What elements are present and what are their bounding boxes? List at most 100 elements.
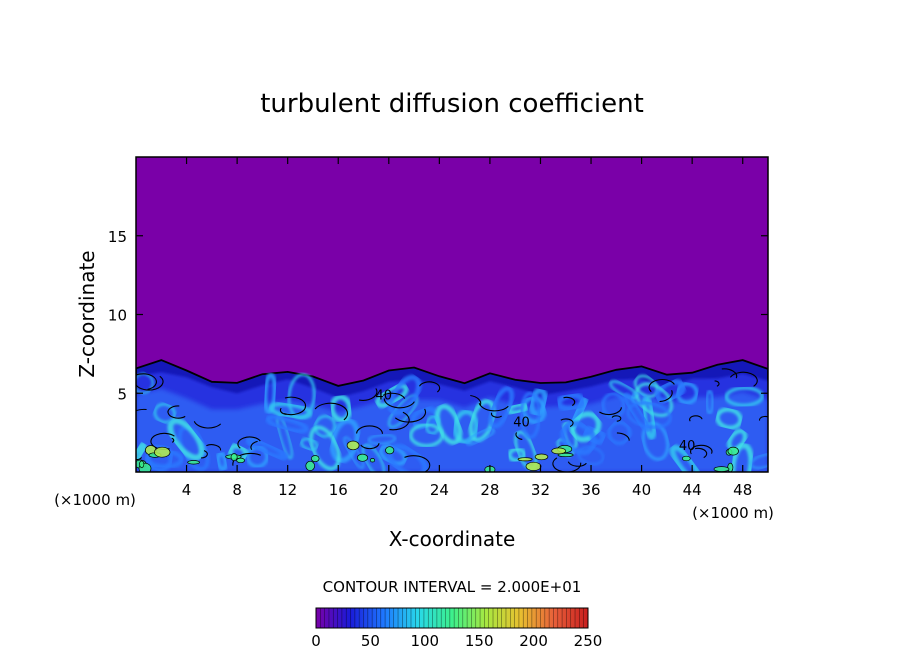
high-diffusion-spot [310,455,320,463]
contour-line [232,452,261,466]
contour-line [283,396,307,416]
y-tick-label: 5 [117,385,127,403]
eddy [641,421,670,461]
colorbar: 0 50 100 150 200 250 [311,607,603,650]
x-axis-label: X-coordinate [389,527,516,551]
contour-line [136,408,147,412]
eddy [715,407,743,431]
contour-line [758,415,768,421]
contour-line [360,443,380,450]
eddy [145,444,174,472]
high-diffusion-spot [385,446,395,455]
eddy [409,422,444,448]
contour-line [721,368,738,379]
contour-line [359,388,378,401]
eddy [724,386,764,408]
eddy [153,402,176,424]
eddy [601,392,626,419]
contour-label: 40 [679,439,696,454]
contour-line [560,418,574,428]
high-diffusion-spot [534,453,549,461]
x-tick-label: 20 [379,481,398,499]
contour-line [237,436,261,449]
contour-line [389,411,410,431]
contour-line [611,415,622,422]
x-tick-label: 40 [632,481,651,499]
eddy [635,382,674,417]
high-diffusion-spot [187,460,200,465]
x-tick-label: 8 [232,481,242,499]
eddy [136,441,147,471]
high-diffusion-spot [713,466,730,472]
high-diffusion-spot [525,461,542,471]
high-diffusion-spot [369,458,376,463]
contour-line [599,407,622,416]
contour-line [356,425,383,434]
eddy [167,417,205,461]
eddy [654,378,687,404]
y-axis-label: Z-coordinate [75,250,99,377]
high-diffusion-spot [681,455,691,462]
high-diffusion-spot [305,460,315,471]
x-unit-label-right: (×1000 m) [692,504,774,522]
contour-line [515,432,523,440]
contour-line [490,412,503,418]
x-axis-ticks: 4 8 12 16 20 24 28 32 36 40 44 48 [182,157,752,499]
eddy [262,372,278,415]
contour-line [136,375,164,391]
colorbar-tick-label: 100 [410,632,439,650]
eddy [750,453,768,470]
eddy [308,425,341,471]
contour-line [136,373,157,390]
eddy [268,401,313,420]
eddy [465,427,495,446]
eddy [452,409,479,445]
y-tick-label: 10 [108,307,127,325]
contour-line [250,440,258,451]
eddy [387,374,422,416]
contour-line [690,444,713,455]
colorbar-stripes [320,608,584,628]
colorbar-tick-label: 250 [574,632,603,650]
contour-line [694,447,708,459]
x-tick-label: 24 [430,481,449,499]
high-diffusion-spot [551,447,567,455]
high-diffusion-spot [727,446,739,456]
turbulent-field: 40 40 40 [136,359,768,472]
contour-line [470,394,482,406]
plot-area: 40 40 40 [136,157,768,472]
x-tick-label: 44 [683,481,702,499]
x-tick-label: 28 [480,481,499,499]
contour-line [567,461,587,467]
contour-interval-label: CONTOUR INTERVAL = 2.000E+01 [323,578,582,596]
contour-line [206,444,222,451]
high-diffusion-spot [356,453,369,462]
eddy [313,414,337,438]
eddy [507,446,527,463]
contour-line [659,390,673,403]
eddy [675,381,699,405]
contour-line [689,415,703,422]
contour-line [648,378,675,393]
eddy [329,394,353,423]
colorbar-tick-label: 50 [361,632,380,650]
colorbar-tick-label: 0 [311,632,321,650]
x-tick-label: 4 [182,481,192,499]
contour-line [136,457,143,461]
contour-line [616,432,630,441]
contour-line [193,421,222,429]
colorbar-gradient [315,607,589,629]
y-axis-ticks: 5 10 15 [108,228,768,403]
x-tick-label: 36 [581,481,600,499]
contour-line [563,396,576,406]
eddy [519,391,541,439]
contour-line [419,381,441,393]
contour-line [201,450,208,459]
eddy [265,414,309,434]
eddy [669,444,702,472]
high-diffusion-spot [517,457,533,462]
eddy [361,443,386,472]
eddy [607,420,632,446]
colorbar-tick-label: 150 [465,632,494,650]
